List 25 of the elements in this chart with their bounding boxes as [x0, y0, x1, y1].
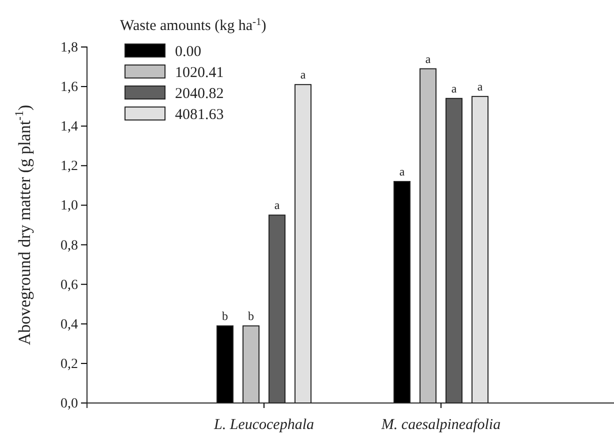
x-tick-label: L. Leucocephala	[213, 417, 314, 433]
legend-label: 4081.63	[175, 107, 224, 123]
y-tick-label: 1,8	[60, 40, 78, 56]
y-tick-label: 1,2	[60, 159, 78, 174]
y-tick-label: 1,6	[60, 80, 78, 96]
y-tick-label: 0,0	[60, 396, 78, 412]
legend-label: 2040.82	[175, 86, 224, 102]
legend-label: 0.00	[175, 44, 202, 60]
legend-label: 1020.41	[175, 65, 224, 81]
data-label: b	[248, 308, 254, 323]
y-tick-label: 0,6	[60, 278, 78, 293]
y-tick-label: 1,0	[60, 198, 78, 214]
legend-title: Waste amounts (kg ha$^{-1}$)	[120, 16, 266, 34]
data-label: a	[300, 68, 306, 82]
y-tick-label: 0,2	[60, 356, 78, 372]
y-tick-label: 1,4	[60, 120, 78, 135]
y-tick-label: 0,8	[60, 238, 78, 254]
data-label: b	[222, 308, 228, 323]
data-label: a	[477, 79, 484, 94]
data-label: a	[274, 198, 280, 212]
data-label: a	[425, 52, 432, 66]
x-tick-label: M. caesalpineafolia	[380, 417, 501, 433]
data-label: a	[399, 164, 406, 178]
y-tick-label: 0,4	[60, 317, 78, 332]
data-label: a	[451, 81, 458, 96]
